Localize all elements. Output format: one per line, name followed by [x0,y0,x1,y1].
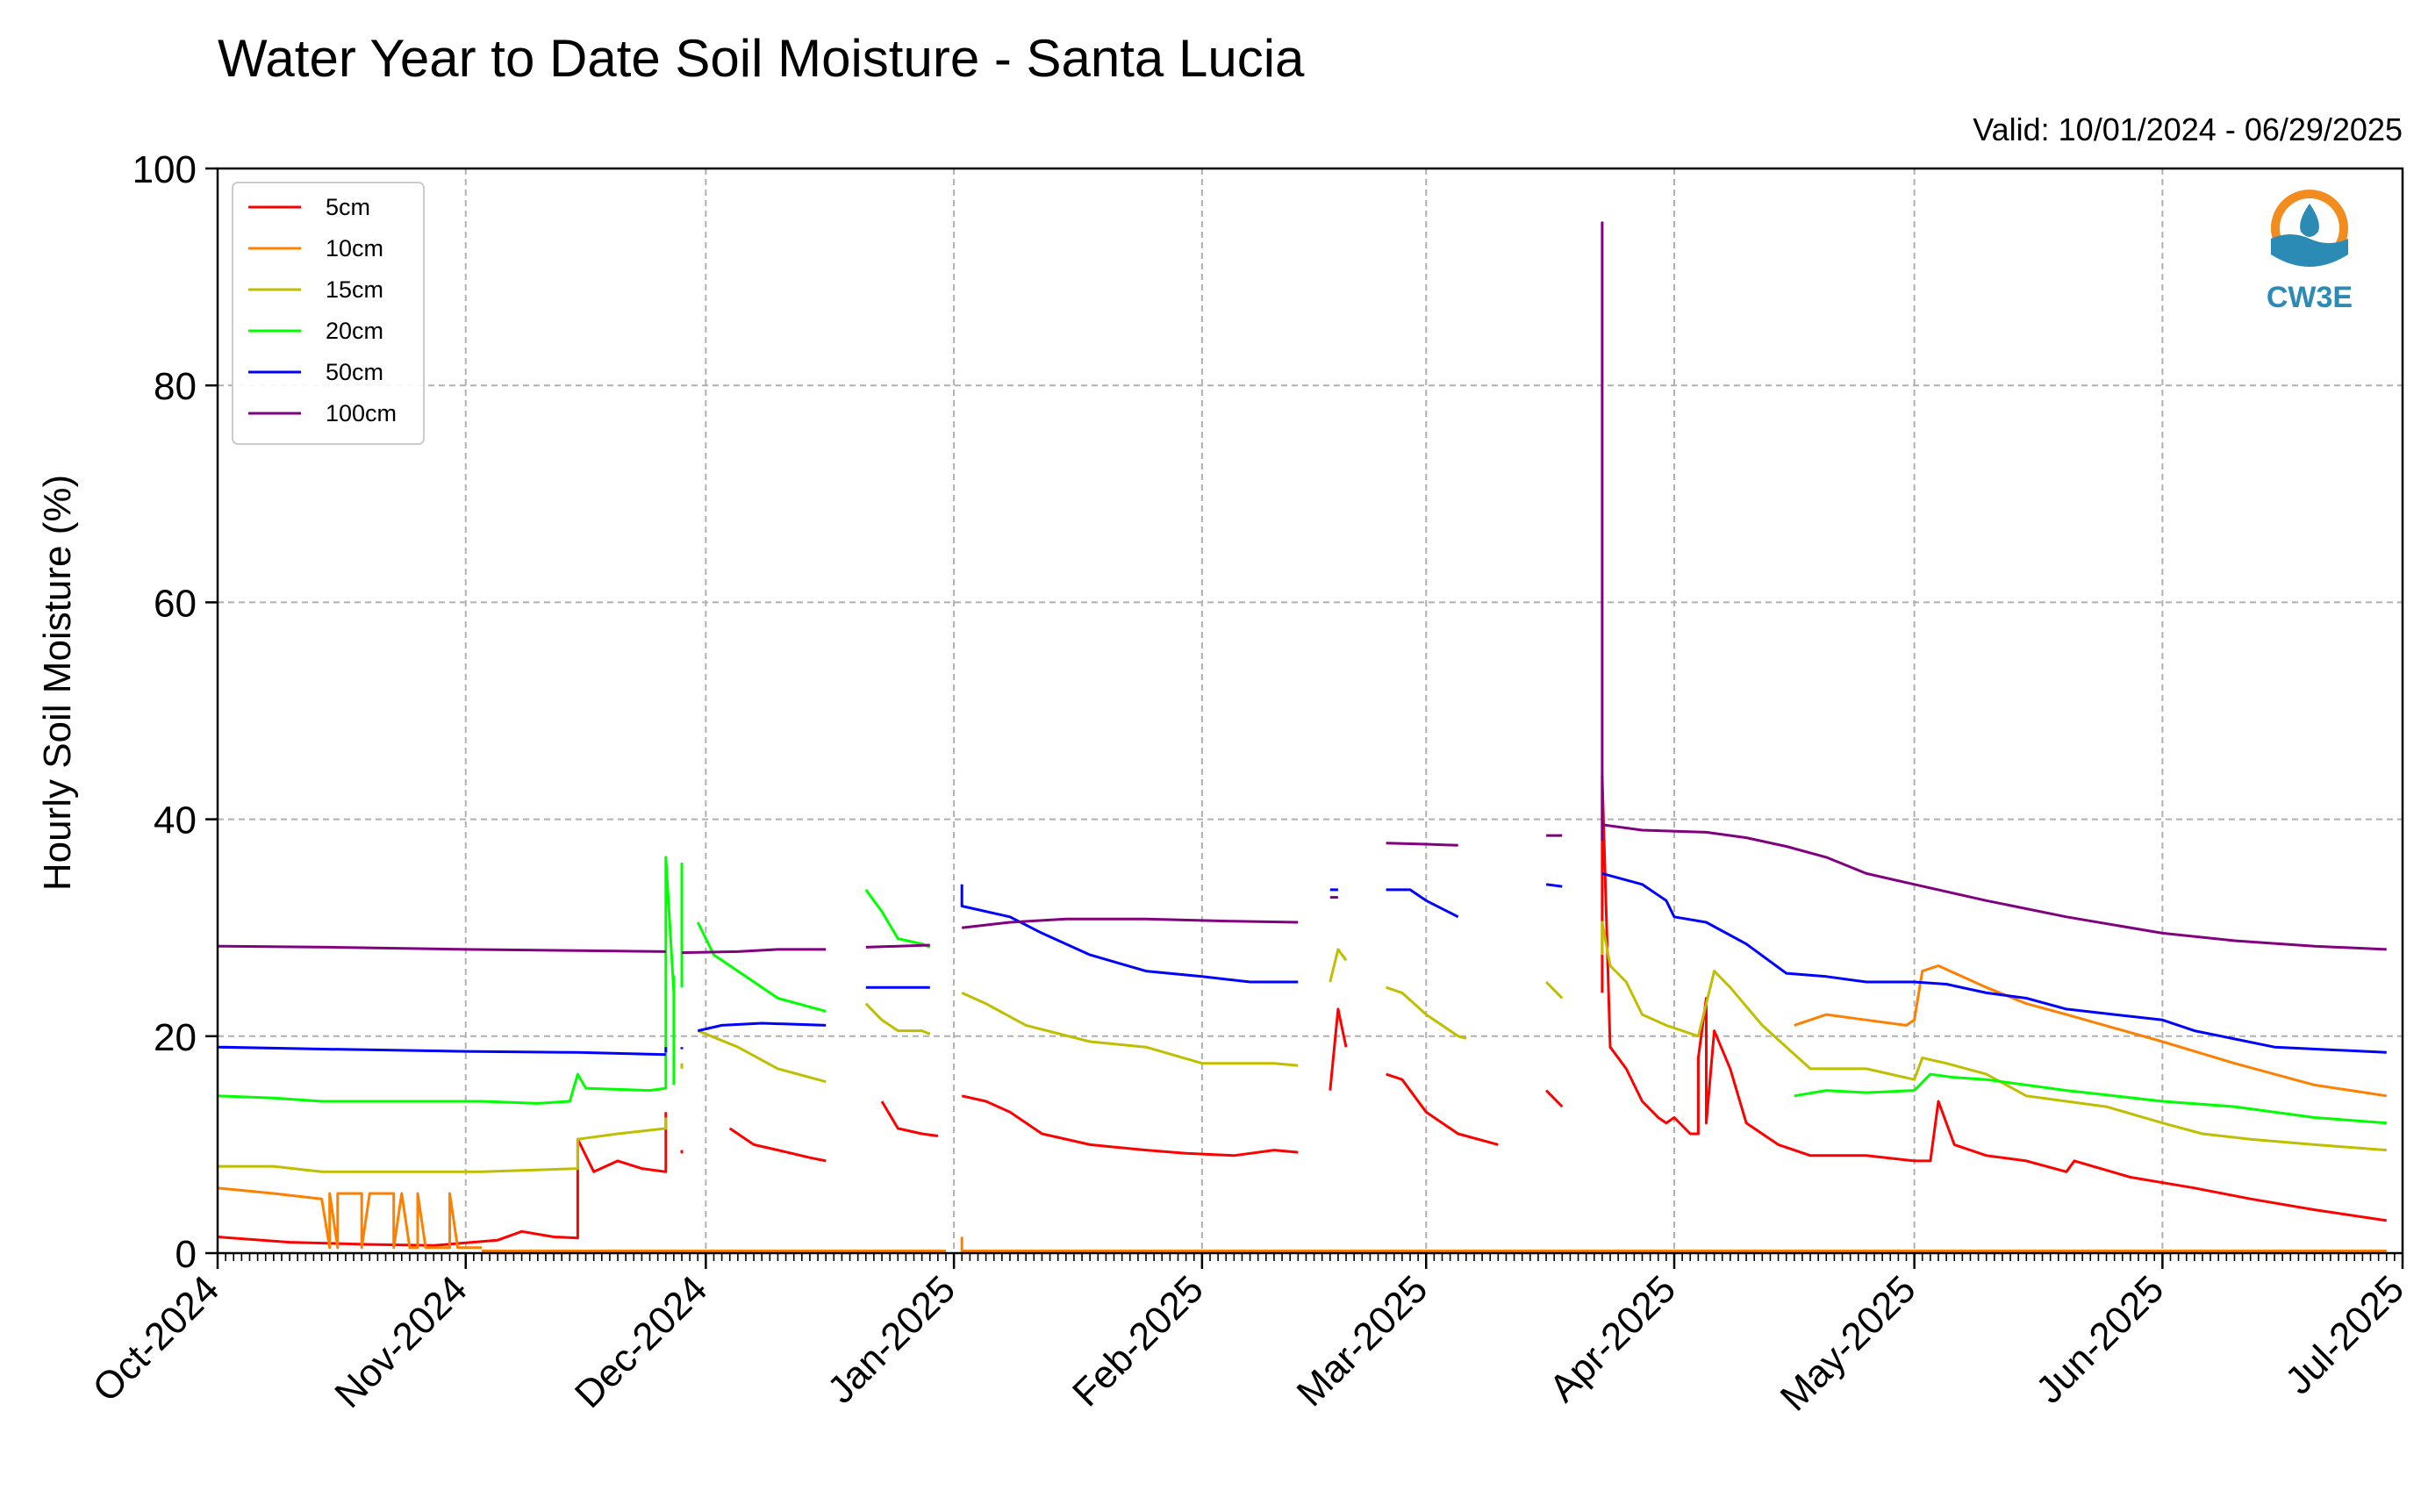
axes: 0 20 40 60 80 100 Oct-2024 Nov-2024 Dec-2024 Jan-… [84,148,2412,1419]
plot-frame [216,167,2404,1255]
x-tick-label: Jan-2025 [820,1267,963,1411]
series-line-100cm [865,943,930,949]
series-line-10cm [960,1236,2387,1252]
logo-text: CW3E [2267,281,2353,314]
series-line-5cm [1329,1007,1348,1091]
series-line-10cm [1794,964,2388,1098]
cw3e-logo: CW3E [2267,190,2353,314]
series-line-50cm [1386,888,1459,919]
series-line-50cm [217,1045,666,1057]
y-tick-label: 40 [154,799,197,842]
series-line-20cm [864,889,931,949]
y-tick-label: 100 [133,148,197,191]
x-tick-label: May-2025 [1773,1267,1924,1419]
series-line-50cm [1601,871,2387,1054]
series-line-20cm [217,856,676,1105]
legend-label: 20cm [326,318,383,344]
series-line-5cm [1545,1089,1564,1108]
y-tick-label: 80 [154,365,197,408]
x-tick-label: Feb-2025 [1064,1267,1212,1415]
series-line-15cm [961,992,1299,1067]
series-line-50cm [960,884,1299,984]
x-tick-label: Oct-2024 [84,1267,227,1410]
y-tick-label: 20 [154,1016,197,1059]
x-tick-label: Jun-2025 [2028,1267,2172,1411]
series-5cm [217,774,2388,1247]
y-tick-label: 60 [154,582,197,625]
series-line-15cm [1545,980,1564,1000]
series-line-100cm [217,944,666,953]
series-10cm [217,964,2388,1252]
series-line-100cm [962,917,1299,929]
chart-title: Water Year to Date Soil Moisture - Santa… [218,29,1305,88]
logo-wave-icon [2271,234,2348,267]
series-15cm [218,921,2387,1173]
legend-label: 5cm [326,194,370,220]
x-tick-label: Jul-2025 [2277,1267,2412,1402]
legend-label: 50cm [326,359,383,385]
y-tick-label: 0 [175,1233,197,1276]
legend-label: 10cm [326,235,383,262]
series-line-50cm [697,1021,827,1033]
legend-label: 15cm [326,276,383,303]
legend-label: 100cm [326,400,397,426]
valid-range: Valid: 10/01/2024 - 06/29/2025 [1973,111,2403,147]
y-axis-label: Hourly Soil Moisture (%) [36,475,79,891]
series-line-100cm [1386,842,1458,847]
logo-drop-icon [2300,204,2319,237]
series-20cm [217,856,2387,1125]
series-line-5cm [1386,1072,1499,1146]
series-50cm [217,871,2387,1057]
x-tick-label: Dec-2024 [567,1267,716,1416]
series-line-5cm [217,1112,668,1247]
series-line-100cm [681,948,827,955]
series-line-20cm [1794,1072,2387,1125]
series-100cm [217,221,2387,955]
x-tick-label: Mar-2025 [1289,1267,1436,1415]
series-line-15cm [864,1002,931,1035]
series-line-5cm [728,1127,827,1163]
x-tick-label: Nov-2024 [326,1267,476,1416]
series-line-5cm [961,1094,1299,1157]
series-line-5cm [1601,774,2388,1222]
series-line-15cm [697,1029,827,1084]
series-line-100cm [1601,221,2387,951]
series-line-5cm [880,1100,939,1137]
series-line-15cm [218,1117,668,1173]
legend: 5cm 10cm 15cm 20cm 50cm 100cm [232,182,425,445]
series-line-15cm [1601,921,2387,1152]
series-line-10cm [217,1186,482,1250]
series-line-15cm [1386,985,1467,1040]
x-tick-label: Apr-2025 [1541,1267,1684,1410]
series-lines [217,221,2388,1252]
series-line-20cm [696,921,827,1013]
series-line-15cm [1329,948,1348,983]
series-line-50cm [1545,883,1563,888]
